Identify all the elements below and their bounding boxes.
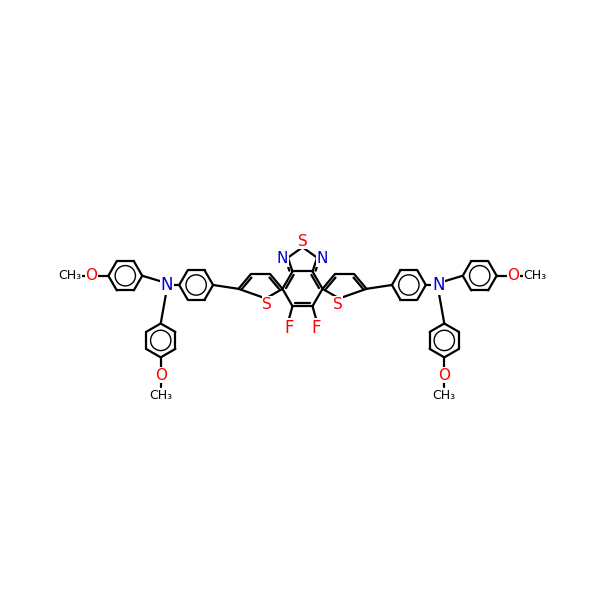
- Text: N: N: [277, 251, 288, 266]
- Text: O: O: [439, 368, 450, 382]
- Text: O: O: [155, 368, 167, 382]
- Text: CH₃: CH₃: [59, 269, 82, 282]
- Text: N: N: [161, 276, 173, 294]
- Text: CH₃: CH₃: [433, 389, 456, 402]
- Text: F: F: [311, 319, 321, 337]
- Text: N: N: [432, 276, 444, 294]
- Text: S: S: [333, 297, 343, 312]
- Text: F: F: [284, 319, 293, 337]
- Text: S: S: [262, 297, 272, 312]
- Text: CH₃: CH₃: [149, 389, 173, 402]
- Text: O: O: [86, 268, 98, 283]
- Text: CH₃: CH₃: [524, 269, 547, 282]
- Text: N: N: [317, 251, 328, 266]
- Text: S: S: [298, 233, 307, 249]
- Text: O: O: [508, 268, 519, 283]
